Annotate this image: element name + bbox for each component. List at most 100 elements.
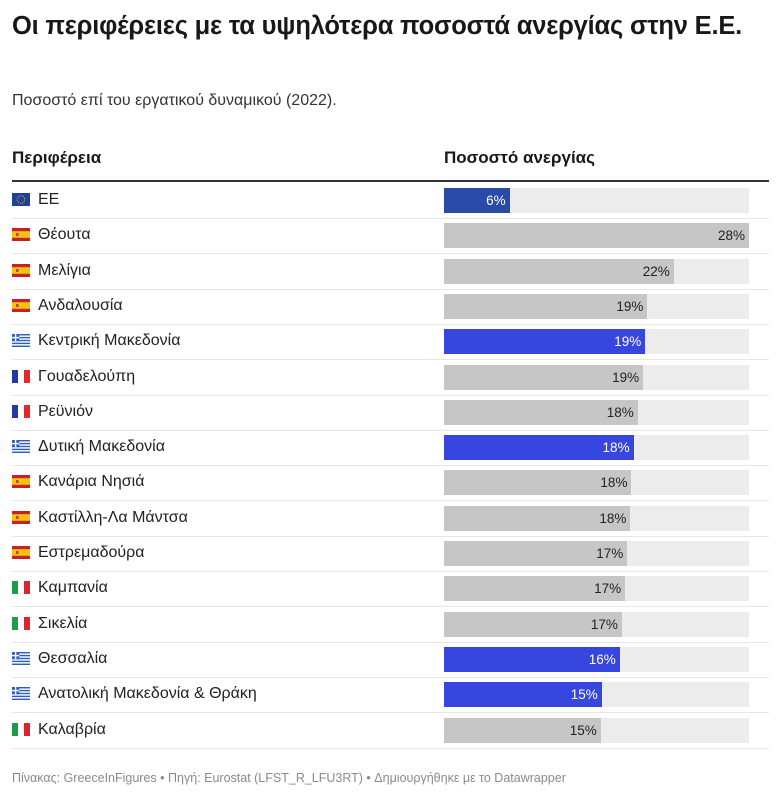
- flag-es-icon: [12, 228, 30, 242]
- table-row: Καλαβρία 15%: [12, 713, 769, 749]
- flag-fr-icon: [12, 369, 30, 383]
- bar: [444, 682, 602, 708]
- bar-track: 18%: [444, 399, 749, 425]
- table-row: Ρεϋνιόν 18%: [12, 395, 769, 431]
- flag-es-icon: [12, 475, 30, 489]
- bar-track: 19%: [444, 364, 749, 390]
- flag-it-icon: [12, 722, 30, 736]
- bar-value-label: 15%: [569, 722, 597, 738]
- bar-track: 17%: [444, 576, 749, 602]
- bar: [444, 646, 620, 672]
- table-row: ΕΕ 6%: [12, 183, 769, 219]
- region-name: Μελίγια: [38, 261, 91, 279]
- bar-track: 18%: [444, 505, 749, 531]
- flag-gr-icon: [12, 334, 30, 348]
- region-name: Καστίλλη-Λα Μάντσα: [38, 508, 188, 526]
- bar-value-label: 18%: [599, 510, 627, 526]
- table-row: Ανατολική Μακεδονία & Θράκη 15%: [12, 677, 769, 714]
- bar-track: 15%: [444, 682, 749, 708]
- region-name: Ρεϋνιόν: [38, 402, 94, 420]
- region-name: ΕΕ: [38, 191, 60, 208]
- bar-track: 19%: [444, 329, 749, 355]
- bar-track: 15%: [444, 717, 749, 743]
- flag-fr-icon: [12, 404, 30, 418]
- table-row: Ανδαλουσία 19%: [12, 289, 769, 325]
- region-name: Κανάρια Νησιά: [38, 473, 145, 491]
- chart-title: Οι περιφέρειες με τα υψηλότερα ποσοστά α…: [12, 12, 743, 40]
- bar: [444, 188, 510, 213]
- bar-track: 18%: [444, 435, 749, 461]
- region-name: Δυτική Μακεδονία: [38, 438, 165, 456]
- bar-value-label: 18%: [606, 404, 634, 420]
- table-row: Σικελία 17%: [12, 607, 769, 643]
- bar: [444, 435, 634, 461]
- bar: [444, 399, 638, 425]
- region-name: Κεντρική Μακεδονία: [38, 332, 181, 350]
- region-name: Ανδαλουσία: [38, 296, 123, 314]
- bar-value-label: 16%: [588, 651, 616, 667]
- bar-value-label: 19%: [612, 369, 640, 385]
- flag-es-icon: [12, 298, 30, 312]
- bar-track: 17%: [444, 541, 749, 566]
- bar-track: 22%: [444, 258, 749, 284]
- table-row: Καστίλλη-Λα Μάντσα 18%: [12, 501, 769, 537]
- bar: [444, 329, 646, 355]
- bar-value-label: 17%: [596, 546, 624, 561]
- bar-track: 17%: [444, 611, 749, 637]
- bar-value-label: 22%: [642, 263, 670, 279]
- bar-value-label: 15%: [570, 687, 598, 703]
- region-name: Εστρεμαδούρα: [38, 544, 145, 561]
- bar-value-label: 17%: [590, 616, 618, 632]
- bar: [444, 611, 622, 637]
- bar: [444, 364, 644, 390]
- bar-value-label: 19%: [614, 334, 642, 350]
- bar-track: 6%: [444, 188, 749, 213]
- bar-track: 18%: [444, 470, 749, 496]
- flag-it-icon: [12, 581, 30, 595]
- bar: [444, 717, 601, 743]
- bar: [444, 576, 626, 602]
- bar-track: 19%: [444, 293, 749, 319]
- table-row: Θεσσαλία 16%: [12, 642, 769, 678]
- flag-it-icon: [12, 616, 30, 630]
- bar: [444, 258, 674, 284]
- chart-subtitle: Ποσοστό επί του εργατικού δυναμικού (202…: [12, 92, 337, 109]
- table-row: Δυτική Μακεδονία 18%: [12, 430, 769, 467]
- flag-gr-icon: [12, 440, 30, 454]
- table-row: Γουαδελούπη 19%: [12, 360, 769, 396]
- bar: [444, 505, 631, 531]
- flag-gr-icon: [12, 651, 30, 665]
- bar-track: 16%: [444, 646, 749, 672]
- bar-value-label: 18%: [602, 440, 630, 456]
- region-name: Ανατολική Μακεδονία & Θράκη: [38, 685, 257, 703]
- region-name: Θεσσαλία: [38, 649, 108, 667]
- bar-value-label: 17%: [594, 581, 622, 597]
- region-name: Γουαδελούπη: [38, 367, 136, 385]
- region-name: Καμπανία: [38, 579, 108, 597]
- table-row: Μελίγια 22%: [12, 254, 769, 290]
- flag-gr-icon: [12, 687, 30, 701]
- bar-track: 28%: [444, 223, 749, 249]
- bar: [444, 470, 632, 496]
- bar-value-label: 19%: [616, 298, 644, 314]
- table-row: Εστρεμαδούρα 17%: [12, 536, 769, 572]
- table-row: Κανάρια Νησιά 18%: [12, 465, 769, 502]
- flag-es-icon: [12, 510, 30, 524]
- bar-value-label: 28%: [717, 228, 745, 244]
- bar: [444, 293, 648, 319]
- column-header-rate[interactable]: Ποσοστό ανεργίας: [444, 148, 595, 167]
- table-row: Καμπανία 17%: [12, 571, 769, 608]
- table-row: Κεντρική Μακεδονία 19%: [12, 324, 769, 361]
- footer-source: Πίνακας: GreeceInFigures • Πηγή: Eurosta…: [12, 771, 566, 785]
- region-name: Θέουτα: [38, 226, 91, 244]
- bar-value-label: 18%: [600, 475, 628, 491]
- flag-es-icon: [12, 263, 30, 277]
- flag-eu-icon: [12, 193, 30, 206]
- region-name: Καλαβρία: [38, 720, 106, 738]
- column-header-region[interactable]: Περιφέρεια: [12, 148, 102, 167]
- bar: [444, 223, 749, 249]
- table-row: Θέουτα 28%: [12, 218, 769, 255]
- region-name: Σικελία: [38, 614, 88, 632]
- flag-es-icon: [12, 546, 30, 559]
- bar-value-label: 6%: [486, 193, 506, 208]
